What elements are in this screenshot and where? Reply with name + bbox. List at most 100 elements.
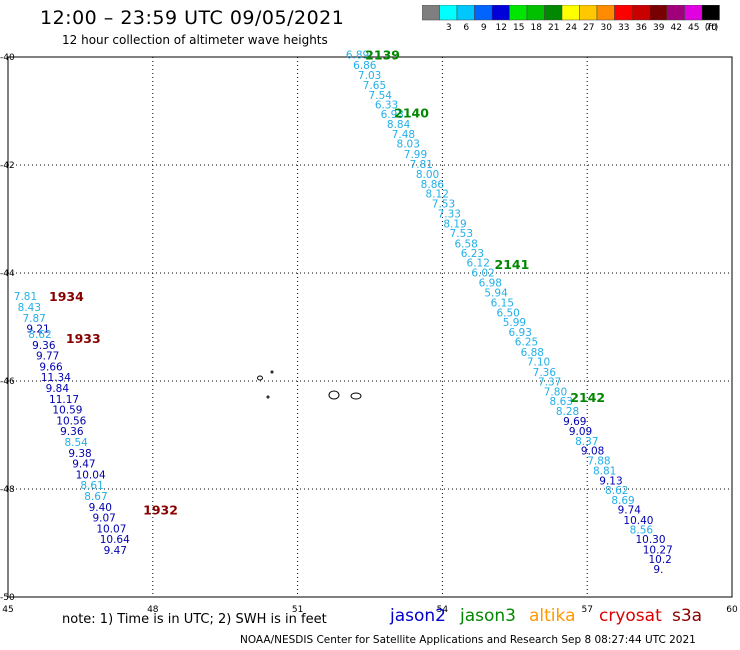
swh-value-label-jason3: 10.30: [635, 534, 665, 546]
colorbar-unit: (ft): [705, 23, 719, 33]
x-tick-label: 60: [726, 605, 738, 615]
swh-value-label-cryosat: 11.34: [41, 372, 71, 384]
swh-value-label-jason3: 7.99: [404, 149, 427, 161]
colorbar-tick-label: 21: [548, 23, 559, 33]
swh-value-label-jason3: 9.13: [599, 475, 622, 487]
swh-colorbar-legend: 3 6 9 12 15 18 21 24 27 30 33 36 39 42 45 70(ft): [422, 5, 720, 33]
island-outline: [266, 395, 270, 399]
island-outline: [350, 392, 362, 400]
colorbar-tick-label: 45: [688, 23, 699, 33]
swh-value-label-cryosat: 9.40: [89, 502, 112, 514]
swh-value-label-jason3: 9.09: [569, 426, 592, 438]
swh-value-label-jason3: 6.98: [479, 278, 502, 290]
swh-value-label-jason3: 6.86: [353, 60, 377, 72]
colorbar-tick-label: 3: [446, 23, 452, 33]
x-tick-label: 54: [437, 605, 449, 615]
swh-value-label-jason3: 8.12: [426, 189, 449, 201]
swh-value-label-jason3: 6.15: [491, 298, 514, 310]
swh-value-label-jason3: 7.33: [438, 209, 461, 221]
colorbar-tick-label: 9: [481, 23, 487, 33]
swh-value-label-cryosat: 8.43: [18, 302, 41, 314]
swh-value-label-jason3: 10.27: [643, 544, 673, 556]
swh-value-label-cryosat: 9.36: [32, 340, 56, 352]
mission-label-cryosat: cryosat: [599, 606, 662, 626]
colorbar-tick-label: 33: [618, 23, 629, 33]
swh-value-label-jason3: 5.99: [503, 317, 526, 329]
x-tick-label: 45: [2, 605, 13, 615]
swh-value-label-jason3: 8.81: [593, 466, 616, 478]
swh-value-label-cryosat: 9.21: [26, 324, 49, 336]
swh-value-label-jason3: 6.12: [467, 258, 490, 270]
pass-time-annotation: 1932: [143, 503, 178, 518]
swh-value-label-cryosat: 9.07: [92, 513, 115, 525]
swh-value-label-cryosat: 10.59: [52, 405, 82, 417]
swh-value-label-jason3: 7.03: [358, 70, 381, 82]
swh-value-label-jason3: 6.50: [496, 307, 519, 319]
swh-value-label-jason3: 6.23: [461, 248, 484, 260]
swh-value-label-jason3: 6.33: [375, 100, 398, 112]
colorbar-tick-label: 42: [671, 23, 682, 33]
swh-value-label-cryosat: 10.64: [100, 534, 130, 546]
credit-line: NOAA/NESDIS Center for Satellite Applica…: [240, 634, 696, 646]
swh-value-label-jason3: 8.86: [421, 179, 445, 191]
swh-value-label-cryosat: 10.04: [76, 469, 106, 481]
swh-value-label-jason3: 7.37: [538, 377, 561, 389]
swh-value-label-jason3: 7.88: [587, 455, 610, 467]
colorbar-tick-label: 36: [636, 23, 648, 33]
swh-value-label-jason3: 8.69: [611, 495, 634, 507]
swh-value-label-cryosat: 7.81: [14, 291, 37, 303]
y-tick-label: -46: [0, 377, 15, 387]
swh-value-label-jason3: 7.10: [527, 357, 550, 369]
swh-value-label-jason3: 5.94: [484, 287, 508, 299]
swh-value-label-jason3: 8.62: [605, 485, 628, 497]
swh-value-label-cryosat: 8.54: [64, 437, 88, 449]
island-outline: [270, 370, 274, 374]
mission-label-jason3: jason3: [460, 606, 516, 626]
swh-value-label-jason3: 6.58: [454, 238, 477, 250]
swh-value-label-jason3: 7.53: [432, 198, 455, 210]
pass-time-annotation: 2142: [570, 390, 605, 405]
swh-value-label-jason3: 6.02: [471, 267, 494, 279]
swh-value-label-jason3: 8.03: [397, 138, 420, 150]
colorbar-swatch: [701, 5, 720, 21]
swh-value-label-cryosat: 9.66: [39, 361, 63, 373]
swh-value-label-jason3: 7.80: [544, 386, 567, 398]
swh-value-label-jason3: 6.93: [381, 109, 404, 121]
colorbar-tick-label: 24: [566, 23, 578, 33]
mission-label-s3a: s3a: [672, 606, 703, 626]
swh-value-label-jason3: 10.2: [648, 554, 671, 566]
swh-value-label-jason3: 8.84: [387, 119, 411, 131]
island-outline: [328, 390, 340, 400]
colorbar-tick-label: 70: [706, 23, 718, 33]
x-tick-label: 51: [292, 605, 303, 615]
swh-value-label-jason3: 6.93: [509, 327, 532, 339]
pass-time-annotation: 1934: [49, 289, 84, 304]
chart-title: 12:00 – 23:59 UTC 09/05/2021: [40, 7, 345, 29]
swh-value-label-cryosat: 9.77: [36, 351, 59, 363]
island-outline: [257, 375, 263, 381]
y-tick-label: -42: [0, 161, 15, 171]
colorbar-tick-label: 18: [531, 23, 543, 33]
swh-value-label-jason3: 7.81: [410, 159, 433, 171]
swh-value-label-jason3: 7.36: [533, 367, 557, 379]
swh-value-label-jason3: 8.56: [630, 525, 654, 537]
swh-value-label-cryosat: 9.38: [68, 448, 91, 460]
swh-value-label-jason3: 6.25: [515, 337, 538, 349]
colorbar-tick-label: 39: [653, 23, 665, 33]
swh-value-label-cryosat: 11.17: [49, 394, 79, 406]
colorbar-tick-label: 27: [583, 23, 594, 33]
swh-value-label-jason3: 8.19: [443, 218, 466, 230]
swh-value-label-cryosat: 7.87: [22, 313, 45, 325]
colorbar-tick-label: 15: [513, 23, 524, 33]
mission-label-altika: altika: [529, 606, 576, 626]
colorbar-tick-label: 12: [496, 23, 507, 33]
swh-value-label-jason3: 7.48: [392, 129, 415, 141]
swh-value-label-jason3: 6.88: [521, 347, 544, 359]
x-tick-label: 48: [147, 605, 159, 615]
pass-time-annotation: 2140: [394, 106, 429, 121]
chart-subtitle: 12 hour collection of altimeter wave hei…: [62, 33, 328, 47]
swh-value-label-cryosat: 8.61: [80, 480, 103, 492]
y-tick-label: -40: [0, 53, 15, 63]
